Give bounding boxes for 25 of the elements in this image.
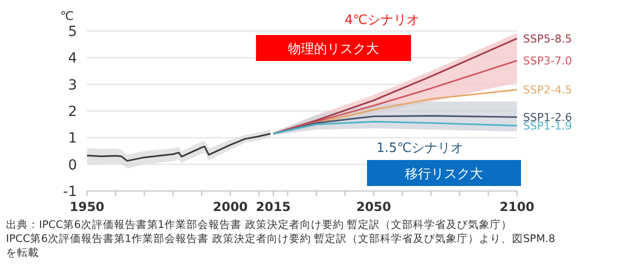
text: 4℃シナリオ (344, 13, 420, 28)
text: IPCC第6次評価報告書第1作業部会報告書 政策決定者向け要約 暫定訳（文部科学省及び気象庁）より、図SPM.8を転載 (6, 232, 556, 260)
y-tick-label: 1 (68, 130, 77, 147)
y-tick-label: 3 (68, 77, 77, 94)
x-tick-label: 1950 (70, 199, 105, 214)
x-tick-label: 2000 (212, 199, 248, 214)
y-tick-label: 2 (68, 104, 77, 120)
annotation: 移行リスク大 (405, 167, 483, 182)
y-axis-title: ℃ (60, 9, 74, 23)
series-label: SSP5-8.5 (523, 32, 572, 46)
line-series (86, 132, 272, 162)
y-tick-label: 5 (68, 24, 77, 40)
x-tick-label: 2015 (256, 199, 291, 214)
annotation: 1.5℃シナリオ (376, 141, 464, 156)
source-note: 出典：IPCC第6次評価報告書第1作業部会報告書 政策決定者向け要約 暫定訳（文部科学省及び気象庁） (6, 218, 514, 232)
line-series (272, 120, 518, 134)
annotation: 物理的リスク大 (288, 42, 379, 57)
series-label: SSP2-4.5 (523, 84, 572, 97)
series-label: SSP3-7.0 (523, 54, 572, 68)
y-tick-label: 4 (68, 50, 78, 67)
line-series (272, 115, 518, 134)
x-tick-label: 2100 (500, 199, 535, 214)
y-tick-label: -1 (63, 184, 77, 200)
x-tick-label: 2050 (356, 199, 392, 214)
y-tick-label: 0 (68, 157, 77, 174)
